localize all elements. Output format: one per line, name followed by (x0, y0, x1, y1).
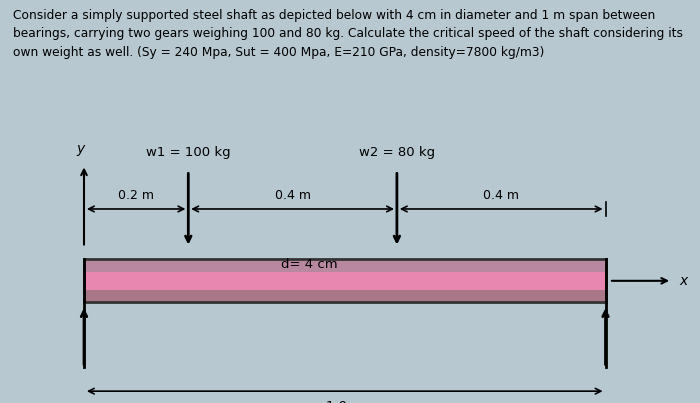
Bar (84, 260, 606, 302)
Text: Consider a simply supported steel shaft as depicted below with 4 cm in diameter : Consider a simply supported steel shaft … (13, 8, 682, 58)
Text: 0.4 m: 0.4 m (483, 189, 519, 202)
Text: 0.4 m: 0.4 m (274, 189, 311, 202)
Bar (84, 260, 606, 272)
Bar (84, 290, 606, 302)
Bar (84, 272, 606, 290)
Text: x: x (679, 274, 687, 288)
Text: w2 = 80 kg: w2 = 80 kg (359, 145, 435, 159)
Text: 1.0 m: 1.0 m (326, 400, 364, 403)
Text: w1 = 100 kg: w1 = 100 kg (146, 145, 230, 159)
Text: y: y (76, 142, 85, 156)
Text: 0.2 m: 0.2 m (118, 189, 154, 202)
Text: d= 4 cm: d= 4 cm (281, 258, 338, 271)
